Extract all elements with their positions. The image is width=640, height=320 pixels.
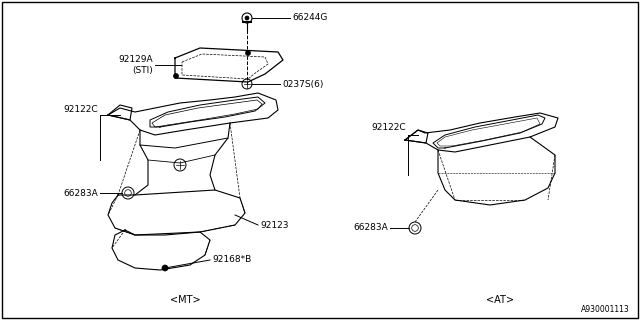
Text: 66283A: 66283A xyxy=(63,188,98,197)
Text: <AT>: <AT> xyxy=(486,295,514,305)
Text: 0237S(6): 0237S(6) xyxy=(282,79,323,89)
Circle shape xyxy=(162,265,168,271)
Text: 92129A
(STI): 92129A (STI) xyxy=(118,55,153,75)
Text: A930001113: A930001113 xyxy=(581,306,630,315)
Circle shape xyxy=(173,74,179,78)
Circle shape xyxy=(245,16,249,20)
Text: 92168*B: 92168*B xyxy=(212,255,252,265)
Text: 66244G: 66244G xyxy=(292,13,328,22)
Text: 92122C: 92122C xyxy=(371,124,406,132)
Text: <MT>: <MT> xyxy=(170,295,200,305)
Text: 92123: 92123 xyxy=(260,220,289,229)
Circle shape xyxy=(246,51,250,55)
Text: 92122C: 92122C xyxy=(63,106,98,115)
Text: 66283A: 66283A xyxy=(353,223,388,233)
